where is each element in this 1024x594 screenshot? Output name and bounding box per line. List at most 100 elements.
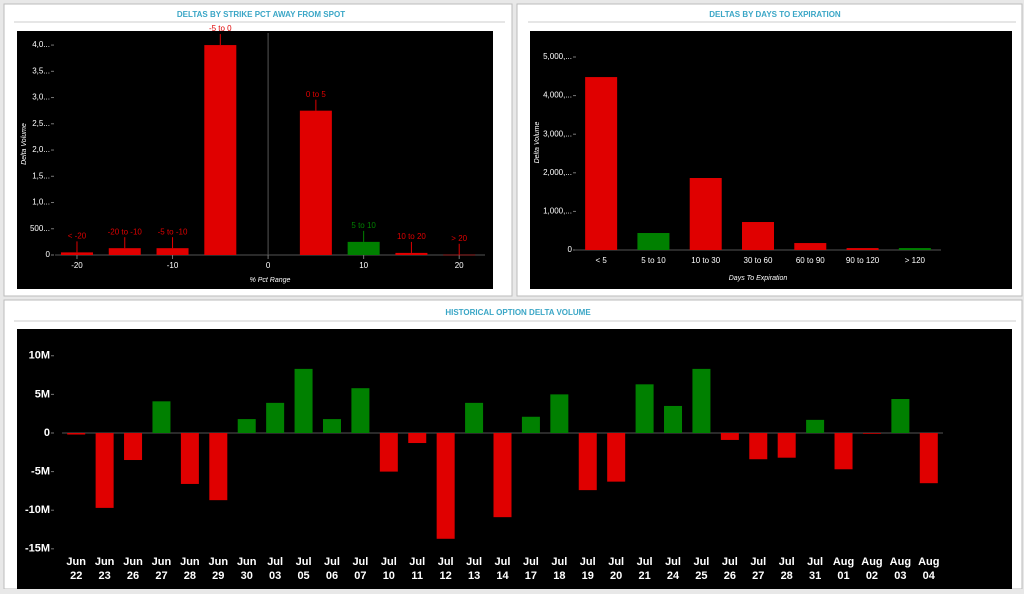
x-tick-line: Jul <box>665 556 681 568</box>
x-tick-label: Jul 27 <box>750 556 766 582</box>
y-tick-label: 0 <box>46 250 51 259</box>
x-tick-line: Aug <box>918 556 939 568</box>
x-tick-line: Jul <box>608 556 624 568</box>
y-tick-label: 3,000,... <box>543 129 572 138</box>
y-tick-label: -10M <box>25 504 50 516</box>
x-tick-label: Jul 18 <box>551 556 567 582</box>
x-tick-line: Jul <box>637 556 653 568</box>
x-tick-line: Jun <box>152 556 172 568</box>
x-tick-line: 31 <box>809 570 821 582</box>
x-tick-line: 12 <box>440 570 452 582</box>
x-tick-line: 24 <box>667 570 680 582</box>
x-tick-label: 5 to 10 <box>641 256 666 265</box>
bar <box>493 432 512 518</box>
bar <box>95 432 114 508</box>
y-tick-label: -5M <box>31 466 50 478</box>
y-tick-label: 0 <box>568 245 573 254</box>
bar <box>108 248 141 255</box>
bar-label: 5 to 10 <box>351 221 376 230</box>
bar <box>347 241 380 255</box>
x-tick-label: Jul 24 <box>665 556 681 582</box>
x-tick-label: Jul 10 <box>381 556 397 582</box>
x-tick-line: Jun <box>123 556 143 568</box>
x-tick-line: 23 <box>99 570 111 582</box>
x-tick-label: 60 to 90 <box>796 256 825 265</box>
bar <box>742 222 774 250</box>
bar <box>204 45 237 255</box>
bar <box>322 419 341 433</box>
bar <box>692 368 711 433</box>
bar <box>720 432 739 440</box>
x-tick-line: 25 <box>695 570 707 582</box>
x-tick-line: Jun <box>180 556 200 568</box>
x-tick-line: Jul <box>551 556 567 568</box>
x-tick-line: 10 <box>383 570 395 582</box>
x-tick-line: 07 <box>354 570 366 582</box>
bar-label: < -20 <box>68 231 87 240</box>
plot-background <box>17 329 1012 589</box>
y-tick-label: 5,000,... <box>543 52 572 61</box>
x-tick-line: Aug <box>861 556 882 568</box>
bar <box>550 394 569 433</box>
bar <box>124 432 143 461</box>
x-tick-line: 22 <box>70 570 82 582</box>
y-tick-label: -15M <box>25 543 50 555</box>
x-tick-label: Jun 29 <box>209 556 229 582</box>
x-tick-line: 05 <box>297 570 309 582</box>
x-tick-label: 0 <box>266 261 271 270</box>
bar <box>794 243 827 250</box>
bar <box>156 248 189 255</box>
y-tick-label: 4,000,... <box>543 91 572 100</box>
y-tick-label: 1,0... <box>32 198 50 207</box>
bar <box>67 432 86 435</box>
x-tick-line: Jul <box>296 556 312 568</box>
x-tick-label: -20 <box>71 261 83 270</box>
x-tick-label: Jul 07 <box>352 556 368 582</box>
x-tick-label: Jul 11 <box>409 556 425 582</box>
y-tick-label: 2,0... <box>32 145 50 154</box>
x-tick-line: 06 <box>326 570 338 582</box>
bar-label: -5 to 0 <box>209 24 232 33</box>
x-tick-label: Jul 06 <box>324 556 340 582</box>
x-tick-label: Jul 21 <box>637 556 653 582</box>
bar-label: 10 to 20 <box>397 232 426 241</box>
x-tick-line: Jul <box>267 556 283 568</box>
y-tick-label: 4,0... <box>32 40 50 49</box>
bar <box>919 432 938 484</box>
bar <box>635 384 654 433</box>
x-tick-line: 30 <box>241 570 253 582</box>
bar <box>862 432 881 434</box>
panel-title: DELTAS BY DAYS TO EXPIRATION <box>709 10 841 19</box>
bar <box>408 432 427 444</box>
bar <box>152 401 171 433</box>
plot-background <box>17 31 493 289</box>
x-tick-line: Jul <box>495 556 511 568</box>
bar-label: -20 to -10 <box>108 227 143 236</box>
bar <box>777 432 796 458</box>
x-tick-line: Jul <box>466 556 482 568</box>
x-tick-label: 30 to 60 <box>744 256 773 265</box>
bar <box>834 432 853 470</box>
x-tick-line: 26 <box>724 570 736 582</box>
x-tick-label: 10 <box>359 261 368 270</box>
x-tick-label: 90 to 120 <box>846 256 880 265</box>
x-tick-line: Jun <box>66 556 86 568</box>
x-tick-line: Jul <box>779 556 795 568</box>
x-tick-line: Jul <box>381 556 397 568</box>
x-tick-label: Aug 03 <box>890 556 911 582</box>
x-tick-line: 29 <box>212 570 224 582</box>
x-tick-line: Jul <box>807 556 823 568</box>
x-tick-line: Jun <box>209 556 229 568</box>
x-tick-line: Jul <box>722 556 738 568</box>
bar <box>209 432 228 501</box>
x-tick-label: > 120 <box>905 256 926 265</box>
x-tick-label: -10 <box>167 261 179 270</box>
y-tick-label: 2,5... <box>32 119 50 128</box>
bar <box>299 110 332 255</box>
y-tick-label: 1,000,... <box>543 207 572 216</box>
y-axis-label: Delta Volume <box>21 123 28 165</box>
bar-label: 0 to 5 <box>306 90 327 99</box>
bar <box>749 432 768 460</box>
x-tick-line: Jul <box>409 556 425 568</box>
bar <box>266 402 285 433</box>
